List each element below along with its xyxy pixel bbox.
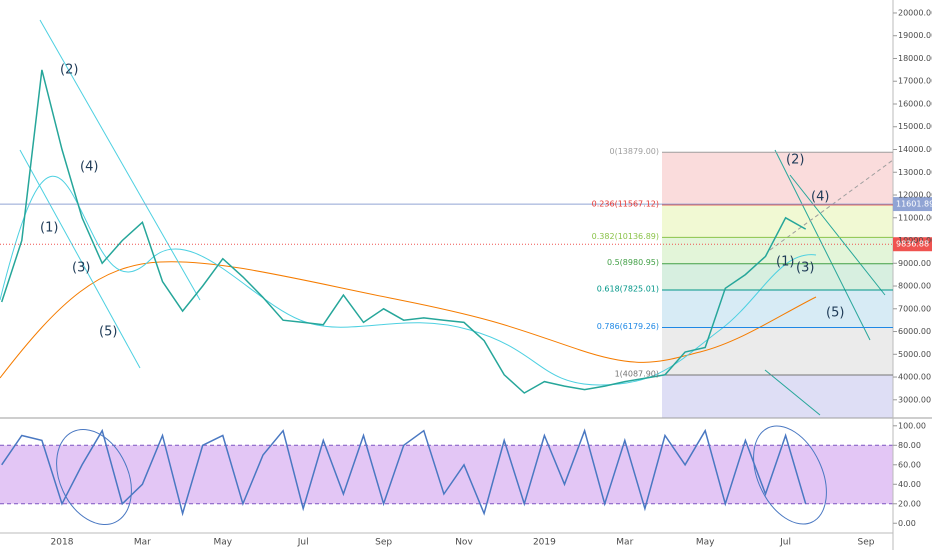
fib-label: 0.618(7825.01) [597, 285, 659, 294]
wave-label: (5) [99, 325, 117, 340]
wave-label: (2) [60, 63, 78, 78]
y-tick-label: 40.00 [898, 480, 921, 489]
price-marker-tag [893, 237, 932, 252]
y-tick-label: 16000.00 [898, 99, 932, 108]
price-marker-label: 11601.89 [896, 200, 932, 209]
y-tick-label: 15000.00 [898, 122, 932, 131]
fib-label: 0.382(10136.89) [592, 232, 659, 241]
y-tick-label: 3000.00 [898, 395, 931, 404]
fib-zone [662, 375, 893, 418]
x-tick-label: Sep [858, 538, 875, 548]
price-line [1, 428, 807, 517]
wave-label: (1) [776, 255, 794, 270]
wave-label: (1) [40, 221, 58, 236]
y-tick-label: 19000.00 [898, 31, 932, 40]
trend-line [789, 174, 886, 296]
y-tick-label: 4000.00 [898, 373, 931, 382]
background [0, 152, 893, 505]
trend-line [774, 149, 871, 341]
fib-label: 0.5(8980.95) [607, 258, 659, 267]
x-tick-label: Nov [455, 538, 473, 548]
trend-line [19, 149, 141, 369]
fib-label: 0.786(6179.26) [597, 322, 659, 331]
highlight-ellipse [753, 425, 827, 525]
y-tick-label: 7000.00 [898, 304, 931, 313]
y-tick-label: 100.00 [898, 421, 926, 430]
fib-label: 1(4087.90) [615, 370, 659, 379]
fib-label: 0(13879.00) [609, 147, 659, 156]
fib-zone [662, 237, 893, 264]
y-tick-label: 9000.00 [898, 259, 931, 268]
x-tick-label: May [696, 538, 715, 548]
y-tick-label: 60.00 [898, 460, 921, 469]
y-tick-label: 8000.00 [898, 282, 931, 291]
fib-label: 0.236(11567.12) [592, 199, 659, 208]
x-tick-label: Mar [134, 538, 151, 548]
x-tick-label: Mar [616, 538, 633, 548]
highlight-ellipse [56, 428, 132, 526]
x-tick-label: May [213, 538, 232, 548]
y-tick-label: 6000.00 [898, 327, 931, 336]
fib-zone [662, 263, 893, 291]
trend-line [39, 19, 201, 301]
wave-label: (3) [72, 261, 90, 276]
wave-label: (2) [786, 153, 804, 168]
y-tick-label: 80.00 [898, 441, 921, 450]
y-tick-label: 17000.00 [898, 77, 932, 86]
wave-label: (4) [80, 160, 98, 175]
fib-zone [662, 152, 893, 205]
y-tick-label: 10000.00 [898, 236, 932, 245]
moving-average [0, 261, 817, 379]
x-tick-label: 2018 [51, 538, 74, 548]
stochastic-band [0, 445, 893, 504]
moving-average [0, 175, 817, 386]
series [0, 12, 932, 524]
x-tick-label: Jul [779, 538, 791, 548]
wave-label: (3) [796, 261, 814, 276]
trend-line [764, 369, 821, 416]
labels: (1) (2) (3) (4) (5) (1) (2) (3) (4) (5) … [40, 8, 932, 547]
fib-zone [662, 327, 893, 376]
wave-label: (5) [826, 306, 844, 321]
y-tick-label: 20.00 [898, 499, 921, 508]
y-tick-label: 20000.00 [898, 8, 932, 17]
x-tick-label: Sep [375, 538, 392, 548]
price-marker-tag [893, 197, 932, 212]
trend-line [769, 159, 894, 251]
y-tick-label: 11000.00 [898, 213, 932, 222]
price-line [0, 69, 807, 394]
price-marker-label: 9836.88 [896, 240, 929, 249]
x-tick-label: 2019 [533, 538, 556, 548]
x-tick-label: Jul [297, 538, 309, 548]
y-tick-label: 12000.00 [898, 191, 932, 200]
y-tick-label: 5000.00 [898, 350, 931, 359]
y-tick-label: 18000.00 [898, 54, 932, 63]
wave-label: (4) [811, 190, 829, 205]
y-tick-label: 13000.00 [898, 168, 932, 177]
y-tick-label: 0.00 [898, 519, 916, 528]
fib-zone [662, 290, 893, 328]
y-tick-label: 14000.00 [898, 145, 932, 154]
